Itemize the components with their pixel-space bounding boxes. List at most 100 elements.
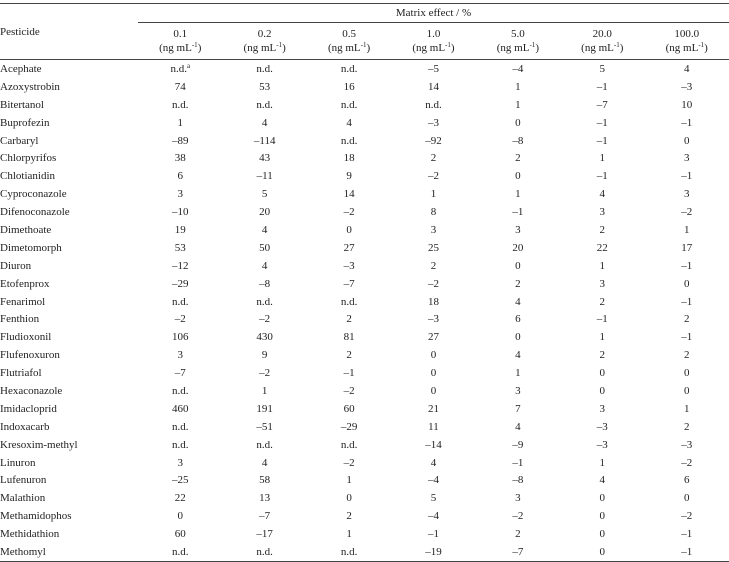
cell: –1 — [644, 328, 729, 346]
cell: 2 — [560, 346, 644, 364]
cell: 430 — [222, 328, 306, 346]
cell-text: Diuron — [0, 259, 32, 272]
cell-text: 1 — [515, 98, 521, 111]
cell-text: 14 — [343, 188, 355, 201]
cell: 9 — [222, 346, 306, 364]
cell-text: 2 — [683, 313, 690, 326]
cell: n.d. — [307, 293, 391, 311]
cell: 60 — [307, 400, 391, 418]
cell: 1 — [560, 328, 644, 346]
cell-text: 0 — [515, 116, 521, 129]
cell: –11 — [222, 167, 306, 185]
cell-text: –1 — [596, 116, 608, 129]
column-header: 100.0 (ng mL-1) — [644, 22, 729, 60]
cell-text: 1 — [430, 188, 437, 201]
pesticide-name: Chlotianidin — [0, 167, 138, 185]
pesticide-name: Difenoconazole — [0, 203, 138, 221]
cell-text: –1 — [681, 295, 693, 308]
cell-text: –2 — [427, 277, 439, 290]
cell-text: –29 — [172, 277, 189, 290]
cell: 9 — [307, 167, 391, 185]
cell: 2 — [391, 149, 475, 167]
cell-text: –1 — [596, 313, 608, 326]
cell: –3 — [391, 310, 475, 328]
cell: –3 — [391, 114, 475, 132]
cell-text: 2 — [599, 295, 606, 308]
cell-text: 0 — [683, 492, 690, 505]
cell-text: Buprofezin — [0, 116, 50, 129]
cell-text: –7 — [343, 277, 355, 290]
cell: n.d. — [222, 96, 306, 114]
cell-text: 27 — [427, 331, 439, 344]
cell: 0 — [307, 489, 391, 507]
cell-text: 1 — [683, 223, 690, 236]
cell: 3 — [560, 400, 644, 418]
cell: –1 — [644, 167, 729, 185]
cell-text: –1 — [596, 80, 608, 93]
cell-text: 4 — [261, 223, 268, 236]
cell-text: Lufenuron — [0, 474, 47, 487]
cell-text: –2 — [343, 456, 355, 469]
cell-text: 14 — [427, 80, 439, 93]
cell: 4 — [476, 293, 560, 311]
cell: 14 — [307, 185, 391, 203]
cell: 1 — [560, 454, 644, 472]
cell-text: 50 — [259, 241, 271, 254]
cell-text: 4 — [346, 116, 352, 129]
cell-text: 0 — [683, 134, 690, 147]
row: Etofenprox –29 –8 –7 –2 2 3 0 — [0, 275, 729, 293]
cell: –2 — [391, 167, 475, 185]
cell: –1 — [476, 454, 560, 472]
cell-text: 1 — [346, 474, 352, 487]
cell-text: 0 — [515, 170, 521, 183]
row: Malathion 22 13 0 5 3 0 0 — [0, 489, 729, 507]
cell: 2 — [476, 275, 560, 293]
cell-text: Methamidophos — [0, 510, 72, 523]
column-header: 1.0 (ng mL-1) — [391, 22, 476, 60]
concentration: 5.0 — [511, 28, 525, 40]
cell: 0 — [560, 507, 644, 525]
cell-text: –2 — [259, 313, 271, 326]
cell-text: 8 — [430, 206, 437, 219]
unit-close: ) — [197, 42, 202, 54]
cell-text: 4 — [683, 62, 690, 75]
cell: 0 — [391, 364, 475, 382]
cell: n.d. — [222, 293, 306, 311]
unit: (ng mL — [159, 42, 192, 54]
cell: 4 — [222, 221, 306, 239]
cell: 74 — [138, 78, 222, 96]
pesticide-name: Indoxacarb — [0, 418, 138, 436]
cell-text: –7 — [174, 367, 186, 380]
cell-text: –92 — [425, 134, 442, 147]
cell-text: 10 — [681, 98, 693, 111]
cell: 0 — [476, 167, 560, 185]
cell-text: Fenarimol — [0, 295, 46, 308]
cell-text: –1 — [681, 116, 693, 129]
cell-text: 0 — [430, 384, 437, 397]
cell: 53 — [222, 78, 306, 96]
cell-text: 4 — [515, 420, 521, 433]
cell-text: 0 — [346, 223, 352, 236]
cell-text: Acephate — [0, 62, 42, 75]
cell-text: 4 — [599, 474, 606, 487]
cell-text: 4 — [261, 259, 268, 272]
cell-text: 3 — [683, 188, 690, 201]
cell-text: –2 — [343, 384, 355, 397]
cell-text: –7 — [259, 510, 271, 523]
cell-text: 2 — [683, 349, 690, 362]
pesticide-name: Etofenprox — [0, 275, 138, 293]
cell: 0 — [560, 525, 644, 543]
cell: –1 — [560, 167, 644, 185]
cell-text: 3 — [515, 492, 521, 505]
cell-text: 3 — [515, 384, 521, 397]
cell-text: 2 — [599, 223, 606, 236]
cell-text: 20 — [259, 206, 271, 219]
cell-text: Dimethoate — [0, 223, 52, 236]
cell: 22 — [560, 239, 644, 257]
cell: 25 — [391, 239, 475, 257]
cell: 14 — [391, 78, 475, 96]
cell-text: –1 — [512, 206, 524, 219]
footnote-mark: a — [186, 61, 191, 70]
concentration: 100.0 — [674, 28, 700, 40]
cell-text: n.d. — [172, 438, 189, 451]
